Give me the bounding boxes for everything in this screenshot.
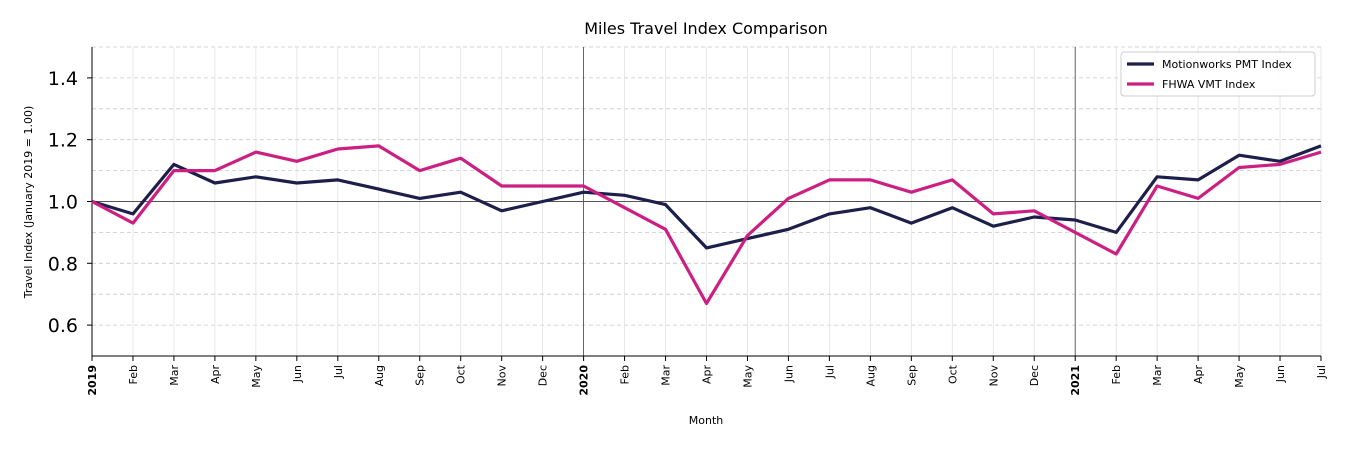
- x-tick-label-month: Apr: [701, 365, 714, 385]
- x-tick-label-month: Dec: [1028, 365, 1041, 386]
- y-axis: 0.6 0.8 1.0 1.2 1.4: [48, 47, 93, 356]
- x-tick-label-month: Sep: [905, 365, 918, 386]
- x-tick-label-year: 2020: [578, 365, 591, 396]
- y-axis-label: Travel Index (January 2019 = 1.00): [22, 106, 35, 299]
- chart-title: Miles Travel Index Comparison: [584, 19, 828, 38]
- x-tick-label-month: Apr: [209, 365, 222, 385]
- x-tick-label-year: 2021: [1069, 365, 1082, 396]
- x-tick-label-month: Aug: [864, 365, 877, 386]
- x-tick-label-month: Dec: [537, 365, 550, 386]
- y-tick-label: 0.8: [48, 253, 78, 275]
- x-tick-label-month: Feb: [127, 365, 140, 384]
- x-tick-label-month: Jun: [782, 365, 795, 383]
- x-tick-label-month: Feb: [1110, 365, 1123, 384]
- legend-label: Motionworks PMT Index: [1162, 58, 1292, 71]
- x-tick-label-month: May: [1233, 365, 1246, 388]
- legend: Motionworks PMT Index FHWA VMT Index: [1120, 51, 1316, 97]
- x-tick-label-month: Nov: [496, 365, 509, 387]
- x-axis-label: Month: [689, 414, 724, 427]
- data-series: [91, 144, 1322, 306]
- x-tick-label-month: Sep: [414, 365, 427, 386]
- y-tick-label: 0.6: [48, 315, 78, 337]
- x-tick-label-month: May: [741, 365, 754, 388]
- x-tick-label-month: Jun: [1274, 365, 1287, 383]
- y-tick-label: 1.4: [48, 68, 78, 90]
- x-tick-label-month: Jun: [291, 365, 304, 383]
- x-tick-label-month: Mar: [1151, 365, 1164, 386]
- x-tick-label-month: Jul: [823, 365, 836, 379]
- x-tick-label-month: Mar: [168, 365, 181, 386]
- y-tick-label: 1.2: [48, 130, 78, 152]
- x-tick-label-month: Oct: [455, 364, 468, 384]
- legend-box: [1120, 51, 1316, 97]
- x-tick-label-month: Jul: [332, 365, 345, 379]
- series-line-motionworks-pmt: [91, 144, 1322, 250]
- x-tick-label-month: May: [250, 365, 263, 388]
- x-tick-label-month: Jul: [1315, 365, 1328, 379]
- x-axis: 2019 Feb Mar Apr May Jun Jul Aug Sep Oct Nov Dec 202…: [86, 355, 1328, 396]
- x-tick-label-month: Nov: [987, 365, 1000, 387]
- series-line-fhwa-vmt: [91, 144, 1322, 306]
- x-tick-label-month: Oct: [946, 364, 959, 384]
- y-tick-label: 1.0: [48, 192, 78, 214]
- x-tick-label-month: Aug: [373, 365, 386, 386]
- x-tick-label-month: Mar: [660, 365, 673, 386]
- x-tick-label-month: Feb: [619, 365, 632, 384]
- legend-label: FHWA VMT Index: [1162, 78, 1256, 91]
- x-tick-label-year: 2019: [86, 365, 99, 396]
- x-tick-label-month: Apr: [1192, 365, 1205, 385]
